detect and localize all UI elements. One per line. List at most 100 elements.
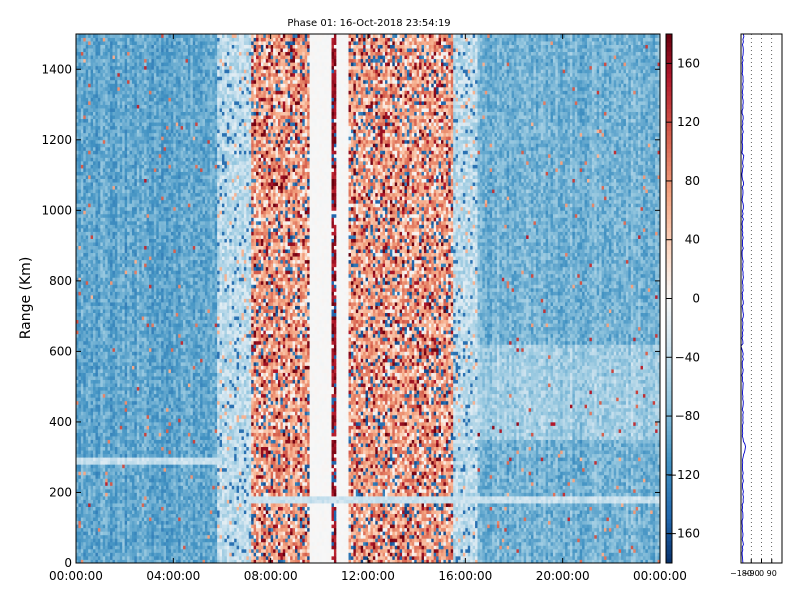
heatmap-cell (95, 62, 99, 67)
heatmap-cell (141, 503, 145, 507)
heatmap-cell (114, 453, 118, 458)
heatmap-cell (90, 150, 94, 155)
heatmap-cell (80, 411, 84, 416)
heatmap-cell (153, 168, 157, 172)
heatmap-cell (144, 270, 147, 275)
heatmap-cell (78, 298, 82, 303)
heatmap-cell (114, 160, 118, 165)
heatmap-cell (83, 460, 87, 465)
heatmap-cell (90, 104, 94, 109)
heatmap-cell (112, 231, 116, 236)
heatmap-cell (122, 495, 126, 500)
heatmap-cell (149, 548, 152, 553)
heatmap-cell (136, 351, 140, 356)
heatmap-cell (134, 446, 138, 451)
heatmap-cell (110, 62, 113, 67)
heatmap-cell (90, 115, 94, 120)
heatmap-cell (153, 150, 157, 155)
heatmap-cell (131, 372, 135, 377)
heatmap-cell (90, 55, 94, 60)
heatmap-cell (78, 439, 82, 444)
heatmap-cell (131, 421, 135, 426)
heatmap-cell (78, 538, 82, 543)
heatmap-cell (85, 344, 89, 349)
heatmap-cell (110, 284, 113, 289)
heatmap-cell (153, 129, 157, 134)
heatmap-cell (93, 379, 96, 384)
heatmap-cell (90, 517, 94, 522)
heatmap-cell (110, 418, 113, 423)
heatmap-cell (151, 520, 155, 525)
heatmap-cell (93, 185, 96, 190)
heatmap-cell (85, 245, 89, 250)
heatmap-cell (129, 316, 133, 321)
heatmap-cell (151, 460, 155, 465)
heatmap-cell (136, 164, 140, 169)
heatmap-cell (95, 411, 99, 416)
heatmap-cell (95, 224, 99, 229)
heatmap-cell (131, 376, 135, 381)
heatmap-cell (78, 432, 82, 437)
heatmap-cell (124, 552, 128, 557)
heatmap-cell (114, 132, 118, 137)
heatmap-cell (129, 450, 133, 455)
heatmap-cell (110, 34, 113, 38)
heatmap-cell (95, 227, 99, 232)
heatmap-cell (131, 481, 135, 486)
heatmap-cell (76, 527, 79, 532)
heatmap-cell (97, 400, 101, 405)
heatmap-cell (105, 51, 109, 56)
heatmap-cell (107, 294, 111, 299)
heatmap-cell (97, 488, 101, 493)
heatmap-cell (112, 252, 116, 257)
heatmap-cell (76, 326, 79, 331)
heatmap-cell (131, 333, 135, 338)
heatmap-cell (88, 510, 91, 515)
heatmap-cell (131, 312, 135, 317)
heatmap-cell (139, 517, 143, 522)
heatmap-cell (102, 555, 106, 560)
heatmap-cell (146, 97, 150, 102)
heatmap-cell (114, 249, 118, 254)
heatmap-cell (153, 199, 157, 204)
heatmap-cell (117, 122, 121, 127)
heatmap-cell (83, 538, 87, 543)
heatmap-cell (124, 474, 128, 479)
heatmap-cell (136, 446, 140, 451)
heatmap-cell (90, 284, 94, 289)
heatmap-cell (110, 312, 113, 317)
heatmap-cell (90, 171, 94, 176)
heatmap-cell (80, 182, 84, 187)
heatmap-cell (90, 273, 94, 278)
heatmap-cell (110, 361, 113, 366)
heatmap-cell (119, 386, 123, 391)
heatmap-cell (127, 143, 130, 148)
heatmap-cell (122, 146, 126, 151)
heatmap-cell (141, 457, 145, 462)
heatmap-cell (131, 227, 135, 232)
heatmap-cell (134, 115, 138, 120)
heatmap-cell (107, 555, 111, 560)
heatmap-cell (127, 79, 130, 84)
heatmap-cell (131, 224, 135, 229)
heatmap-cell (83, 97, 87, 102)
heatmap-cell (90, 499, 94, 504)
heatmap-cell (129, 93, 133, 98)
heatmap-cell (95, 481, 99, 486)
heatmap-cell (136, 48, 140, 53)
heatmap-cell (105, 467, 109, 472)
heatmap-cell (112, 83, 116, 88)
heatmap-cell (85, 192, 89, 197)
heatmap-cell (80, 132, 84, 137)
heatmap-cell (124, 319, 128, 324)
heatmap-cell (97, 457, 101, 462)
heatmap-cell (76, 273, 79, 278)
heatmap-cell (112, 263, 116, 268)
heatmap-cell (85, 376, 89, 381)
heatmap-cell (141, 69, 145, 74)
heatmap-cell (139, 143, 143, 148)
heatmap-cell (85, 386, 89, 391)
heatmap-cell (151, 90, 155, 95)
heatmap-cell (134, 432, 138, 437)
heatmap-cell (141, 217, 145, 222)
